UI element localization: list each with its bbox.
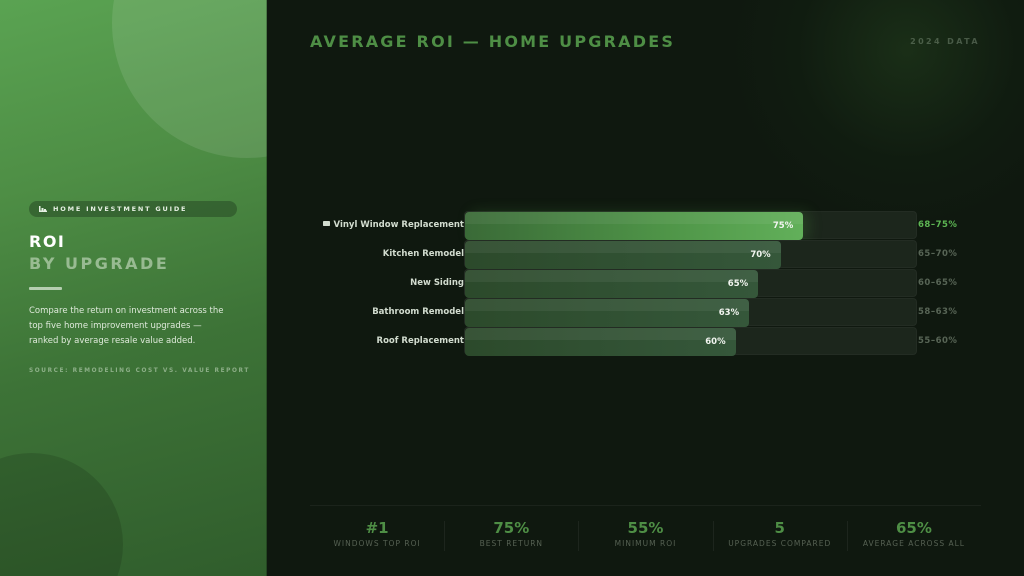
stat-value: 5: [774, 519, 785, 537]
window-icon: [322, 221, 330, 226]
decorative-circle-top: [112, 0, 267, 158]
range-label: 55–60%: [918, 336, 958, 346]
row-label: Vinyl Window Replacement: [322, 211, 464, 239]
bar-fill[interactable]: 65%: [465, 270, 759, 298]
stat-label: BEST RETURN: [479, 539, 544, 548]
bar-fill[interactable]: 63%: [465, 299, 750, 327]
stat-label: UPGRADES COMPARED: [728, 539, 832, 548]
guide-badge: HOME INVESTMENT GUIDE: [29, 201, 237, 217]
row-label: Bathroom Remodel: [372, 307, 464, 317]
bar-fill[interactable]: 70%: [465, 241, 781, 269]
sidebar-subtitle: BY UPGRADE: [29, 254, 170, 273]
bar-track: 63%: [464, 298, 917, 327]
year-tag: 2024 DATA: [910, 37, 980, 46]
divider: [29, 287, 62, 290]
row-label: New Siding: [410, 278, 464, 288]
sidebar-panel: HOME INVESTMENT GUIDE ROI BY UPGRADE Com…: [0, 0, 267, 576]
range-label: 60–65%: [918, 278, 958, 288]
chart-row: New Siding 65% 60–65%: [267, 269, 1024, 298]
house-chart-icon: [39, 206, 47, 212]
row-label: Kitchen Remodel: [382, 249, 464, 259]
chart-title: AVERAGE ROI — HOME UPGRADES: [310, 32, 676, 51]
bar-track: 75%: [464, 211, 917, 240]
stat-value: 75%: [493, 519, 530, 537]
stats-strip: #1 WINDOWS TOP ROI 75% BEST RETURN 55% M…: [310, 505, 981, 557]
stat-top-roi: #1 WINDOWS TOP ROI: [310, 506, 444, 557]
stat-average: 65% AVERAGE ACROSS ALL: [846, 506, 981, 557]
source-note: SOURCE: REMODELING COST VS. VALUE REPORT: [29, 368, 250, 374]
bar-fill[interactable]: 60%: [465, 328, 736, 356]
range-label: 65–70%: [918, 249, 958, 259]
stat-label: MINIMUM ROI: [614, 539, 677, 548]
bar-value: 75%: [772, 221, 794, 231]
chart-row: Vinyl Window Replacement 75% 68–75%: [267, 211, 1024, 240]
bar-value: 65%: [727, 279, 749, 289]
range-label: 58–63%: [918, 307, 958, 317]
stat-upgrades-compared: 5 UPGRADES COMPARED: [712, 506, 847, 557]
chart-row: Roof Replacement 60% 55–60%: [267, 327, 1024, 356]
chart-row: Bathroom Remodel 63% 58–63%: [267, 298, 1024, 327]
stat-value: 65%: [895, 519, 932, 537]
stat-best-return: 75% BEST RETURN: [444, 506, 578, 557]
row-label: Roof Replacement: [376, 336, 464, 346]
decorative-circle-bottom: [0, 453, 123, 576]
bar-track: 65%: [464, 269, 917, 298]
stat-value: 55%: [627, 519, 664, 537]
row-label-text: Vinyl Window Replacement: [333, 220, 464, 230]
stat-value: #1: [365, 519, 389, 537]
stat-minimum-roi: 55% MINIMUM ROI: [578, 506, 712, 557]
bar-track: 60%: [464, 327, 917, 356]
chart-row: Kitchen Remodel 70% 65–70%: [267, 240, 1024, 269]
bar-value: 60%: [705, 337, 726, 347]
range-label: 68–75%: [918, 220, 958, 230]
chart-panel: AVERAGE ROI — HOME UPGRADES 2024 DATA Vi…: [267, 0, 1024, 576]
bar-value: 70%: [750, 250, 771, 260]
stat-label: AVERAGE ACROSS ALL: [862, 539, 965, 548]
bar-value: 63%: [718, 308, 740, 318]
sidebar-title: ROI: [29, 232, 66, 251]
bar-track: 70%: [464, 240, 917, 269]
stat-label: WINDOWS TOP ROI: [333, 539, 421, 548]
sidebar-description: Compare the return on investment across …: [29, 306, 224, 346]
bar-fill[interactable]: 75%: [465, 212, 804, 240]
guide-badge-label: HOME INVESTMENT GUIDE: [53, 205, 188, 213]
